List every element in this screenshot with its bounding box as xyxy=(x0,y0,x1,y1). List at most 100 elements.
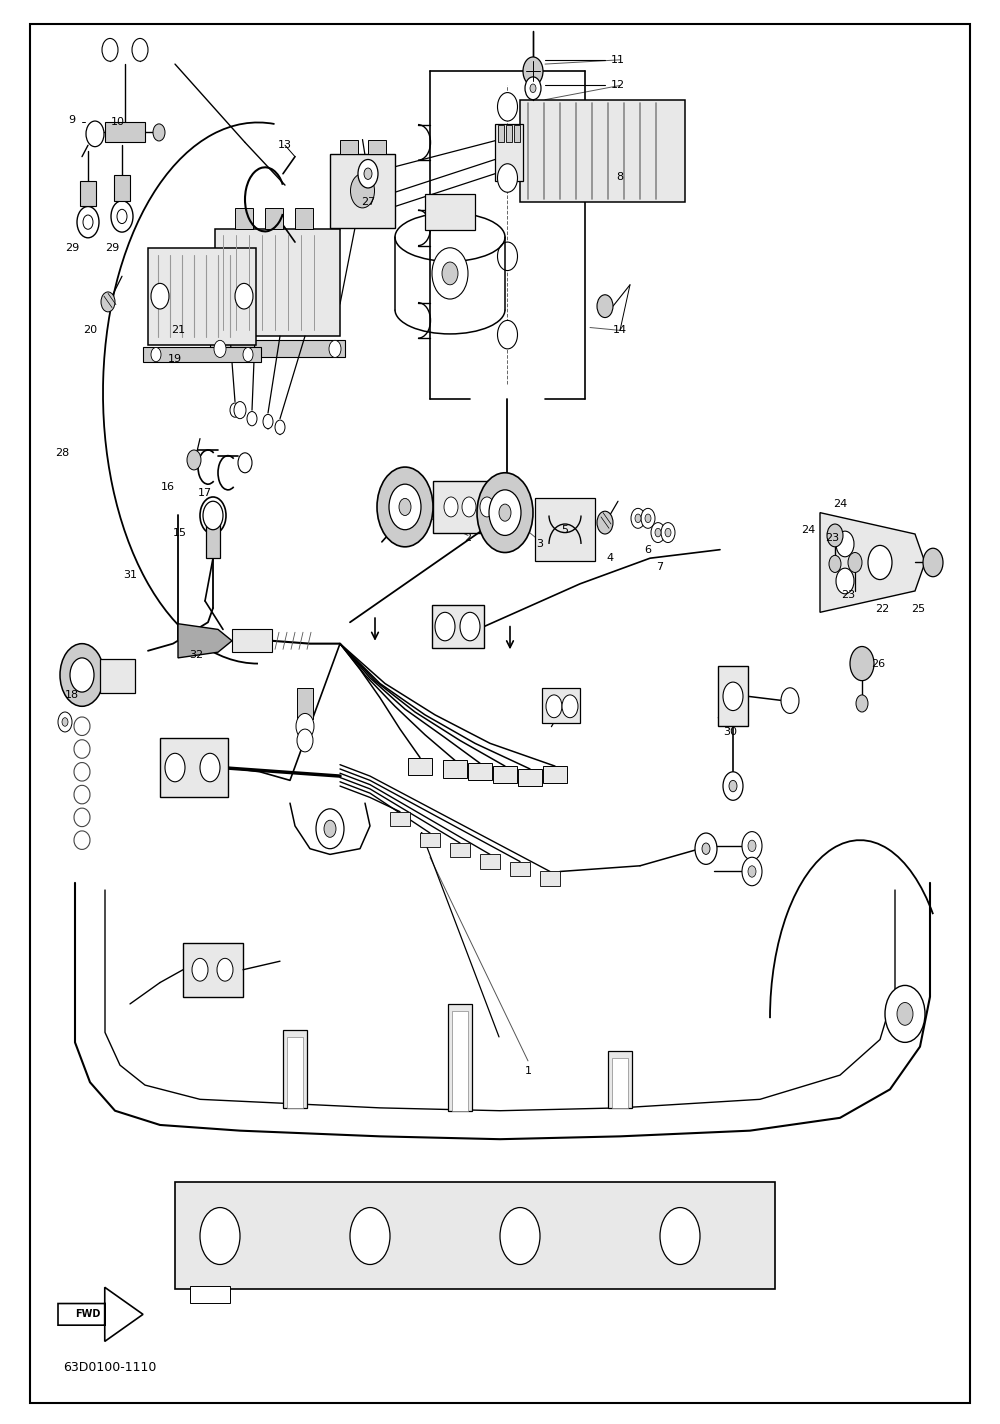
Text: 14: 14 xyxy=(613,325,627,336)
Text: 10: 10 xyxy=(111,117,125,128)
Text: 9: 9 xyxy=(68,114,76,125)
Bar xyxy=(368,140,386,154)
Circle shape xyxy=(497,164,518,192)
Bar xyxy=(215,229,340,336)
Text: 11: 11 xyxy=(611,54,625,66)
Circle shape xyxy=(203,501,223,530)
Bar xyxy=(718,666,748,726)
Circle shape xyxy=(497,242,518,271)
Circle shape xyxy=(238,453,252,473)
Circle shape xyxy=(562,695,578,718)
Circle shape xyxy=(329,340,341,357)
Text: 32: 32 xyxy=(189,649,203,661)
Bar xyxy=(340,140,358,154)
Bar xyxy=(190,1286,230,1303)
Circle shape xyxy=(435,612,455,641)
Bar xyxy=(498,125,504,142)
Bar xyxy=(535,498,595,561)
Circle shape xyxy=(432,248,468,299)
Circle shape xyxy=(645,514,651,523)
Bar xyxy=(540,871,560,886)
Circle shape xyxy=(377,467,433,547)
Text: 6: 6 xyxy=(644,544,652,555)
Bar xyxy=(287,1037,303,1108)
Bar xyxy=(493,766,517,783)
Bar xyxy=(80,181,96,206)
Circle shape xyxy=(389,484,421,530)
Text: 5: 5 xyxy=(562,524,568,535)
Text: FWD: FWD xyxy=(75,1309,100,1320)
Bar xyxy=(390,812,410,826)
Circle shape xyxy=(358,159,378,188)
Text: 31: 31 xyxy=(123,570,137,581)
Circle shape xyxy=(324,820,336,837)
Text: 29: 29 xyxy=(65,242,79,253)
Circle shape xyxy=(132,38,148,61)
Circle shape xyxy=(729,780,737,792)
Circle shape xyxy=(297,729,313,752)
Circle shape xyxy=(829,555,841,572)
Circle shape xyxy=(748,840,756,852)
Text: 30: 30 xyxy=(723,726,737,738)
Bar xyxy=(100,659,135,693)
Bar xyxy=(232,629,272,652)
Circle shape xyxy=(702,843,710,854)
Polygon shape xyxy=(178,624,232,658)
Bar xyxy=(452,1011,468,1111)
Circle shape xyxy=(635,514,641,523)
Bar xyxy=(443,760,467,778)
Polygon shape xyxy=(58,1287,143,1341)
Polygon shape xyxy=(820,513,925,612)
Text: 4: 4 xyxy=(606,553,614,564)
Circle shape xyxy=(151,347,161,362)
Circle shape xyxy=(230,403,240,417)
Circle shape xyxy=(897,1002,913,1025)
Circle shape xyxy=(868,545,892,580)
Bar xyxy=(542,688,580,723)
Text: 23: 23 xyxy=(825,533,839,544)
Text: 17: 17 xyxy=(198,487,212,498)
Circle shape xyxy=(848,553,862,572)
Bar xyxy=(543,766,567,783)
Circle shape xyxy=(214,340,226,357)
Circle shape xyxy=(695,833,717,864)
Bar xyxy=(295,208,313,229)
Circle shape xyxy=(489,490,521,535)
Circle shape xyxy=(462,497,476,517)
Bar xyxy=(425,194,475,229)
Bar xyxy=(432,605,484,648)
Bar xyxy=(518,769,542,786)
Circle shape xyxy=(546,695,562,718)
Circle shape xyxy=(350,1208,390,1265)
Text: 63D0100-1110: 63D0100-1110 xyxy=(63,1360,157,1374)
Circle shape xyxy=(86,121,104,147)
Text: 25: 25 xyxy=(911,604,925,615)
Circle shape xyxy=(263,414,273,429)
Bar xyxy=(520,100,685,202)
Circle shape xyxy=(460,612,480,641)
Circle shape xyxy=(111,201,133,232)
Bar xyxy=(148,248,256,345)
Text: 20: 20 xyxy=(83,325,97,336)
Bar xyxy=(297,688,313,719)
Circle shape xyxy=(742,832,762,860)
Circle shape xyxy=(351,174,375,208)
Bar xyxy=(420,833,440,847)
Circle shape xyxy=(660,1208,700,1265)
Circle shape xyxy=(275,420,285,434)
Bar xyxy=(450,843,470,857)
Circle shape xyxy=(525,77,541,100)
Bar xyxy=(612,1058,628,1108)
Circle shape xyxy=(661,523,675,543)
Circle shape xyxy=(655,528,661,537)
Bar xyxy=(160,738,228,797)
Bar xyxy=(495,124,523,181)
Text: 16: 16 xyxy=(161,481,175,493)
Bar xyxy=(175,1182,775,1289)
Circle shape xyxy=(723,682,743,711)
Circle shape xyxy=(192,958,208,981)
Text: 21: 21 xyxy=(171,325,185,336)
Bar xyxy=(510,862,530,876)
Circle shape xyxy=(364,168,372,179)
Circle shape xyxy=(217,958,233,981)
